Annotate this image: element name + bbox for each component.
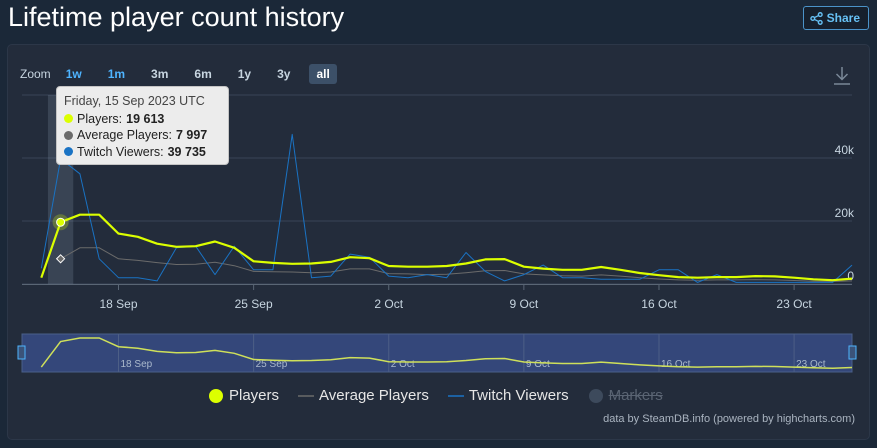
legend-item-average-players[interactable]: Average Players [298, 387, 429, 404]
legend-symbol-players [209, 388, 223, 403]
download-icon[interactable] [833, 66, 851, 86]
series-line-average-players[interactable] [60, 247, 853, 282]
series-line-players[interactable] [40, 213, 853, 282]
chart-credits[interactable]: data by SteamDB.info (powered by highcha… [603, 413, 855, 425]
tooltip-value-average: 7 997 [175, 128, 208, 142]
legend-label-average-players: Average Players [319, 387, 429, 404]
legend-item-markers[interactable]: Markers [588, 387, 663, 404]
navigator-tick-label: 18 Sep [121, 359, 153, 370]
tooltip-label-average: Average Players: [77, 128, 172, 142]
tooltip-dot-players [64, 114, 73, 124]
hover-point-players[interactable] [56, 217, 66, 227]
navigator-tick-label: 25 Sep [256, 359, 288, 370]
zoom-6m-button[interactable]: 6m [194, 67, 212, 81]
share-button[interactable]: Share [802, 6, 869, 30]
tooltip-row-average: Average Players: 7 997 [64, 127, 220, 144]
legend-label-markers: Markers [608, 387, 663, 404]
chart-tooltip: Friday, 15 Sep 2023 UTC Players: 19 613 … [56, 86, 229, 165]
legend-symbol-average-players [298, 394, 315, 397]
page-title: Lifetime player count history [8, 2, 345, 32]
share-label: Share [826, 11, 860, 25]
zoom-1w-button[interactable]: 1w [65, 67, 82, 81]
legend-symbol-twitch-viewers [447, 394, 464, 397]
navigator-window[interactable] [21, 333, 853, 373]
navigator-handle-right[interactable] [848, 345, 857, 360]
zoom-bar: Zoom 1w 1m 3m 6m 1y 3y all [20, 64, 349, 84]
y-tick-label: 20k [835, 206, 855, 220]
tooltip-date: Friday, 15 Sep 2023 UTC [64, 94, 205, 108]
zoom-all-button[interactable]: all [309, 64, 337, 84]
legend-item-players[interactable]: Players [208, 387, 279, 404]
zoom-1m-button[interactable]: 1m [107, 67, 126, 81]
navigator-tick-label: 9 Oct [526, 359, 550, 370]
x-tick-label: 16 Oct [641, 297, 677, 311]
x-tick-label: 18 Sep [99, 297, 137, 311]
navigator-tick-label: 23 Oct [796, 359, 826, 370]
navigator-tick-label: 16 Oct [661, 359, 691, 370]
tooltip-dot-twitch [64, 147, 73, 157]
share-icon [809, 11, 823, 25]
tooltip-row-players: Players: 19 613 [64, 111, 220, 128]
y-tick-label: 0 [847, 269, 854, 283]
navigator-handle-left[interactable] [17, 345, 26, 360]
zoom-label: Zoom [20, 67, 51, 81]
tooltip-label-twitch: Twitch Viewers: [77, 144, 164, 159]
legend-label-players: Players [229, 387, 280, 404]
x-tick-label: 23 Oct [776, 297, 812, 311]
tooltip-dot-average [64, 130, 73, 140]
zoom-3y-button[interactable]: 3y [277, 67, 291, 81]
chart-legend: Players Average Players Twitch Viewers M… [208, 387, 682, 404]
y-tick-label: 40k [835, 143, 855, 157]
x-tick-label: 9 Oct [510, 297, 539, 311]
legend-item-twitch-viewers[interactable]: Twitch Viewers [447, 387, 569, 404]
x-tick-label: 25 Sep [235, 297, 273, 311]
legend-symbol-markers [588, 388, 603, 403]
zoom-1y-button[interactable]: 1y [237, 67, 252, 81]
zoom-3m-button[interactable]: 3m [151, 67, 169, 81]
navigator-series-line [40, 337, 853, 370]
legend-label-twitch-viewers: Twitch Viewers [468, 387, 569, 404]
tooltip-value-players: 19 613 [126, 111, 165, 126]
hover-point-average-players[interactable] [55, 254, 66, 264]
tooltip-row-twitch: Twitch Viewers: 39 735 [64, 144, 220, 161]
navigator-tick-label: 2 Oct [391, 359, 415, 370]
tooltip-label-players: Players: [77, 111, 123, 126]
tooltip-value-twitch: 39 735 [167, 144, 206, 159]
x-tick-label: 2 Oct [374, 297, 403, 311]
